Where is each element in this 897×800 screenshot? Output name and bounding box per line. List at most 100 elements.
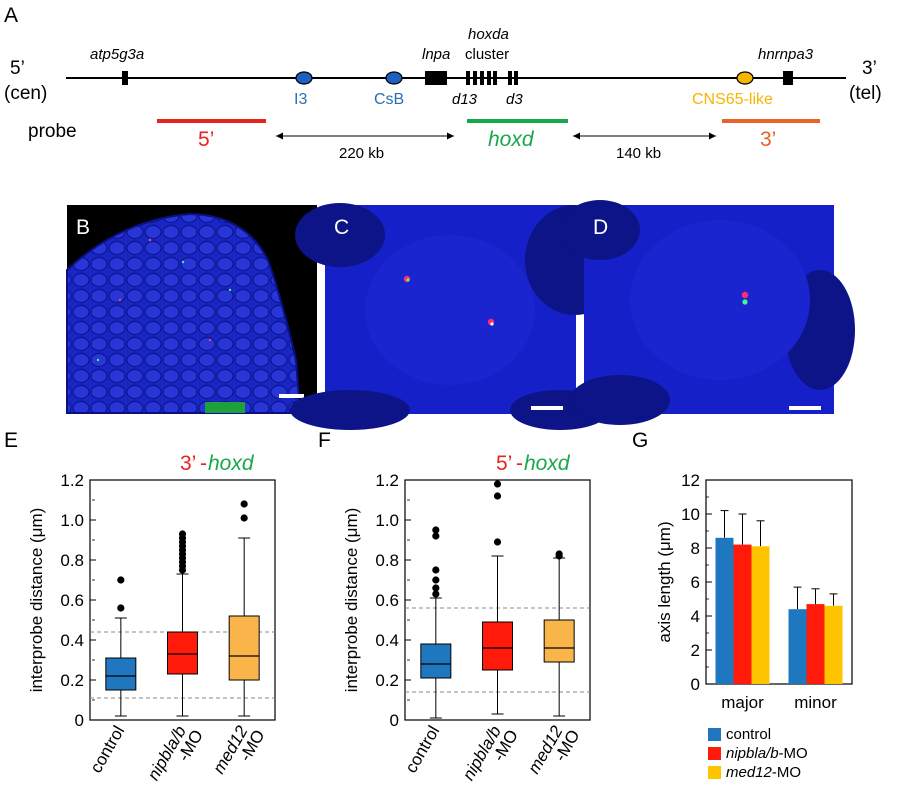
category-label: control xyxy=(401,723,443,777)
y-tick-label: 0.8 xyxy=(60,551,84,570)
element-i3-mark xyxy=(295,71,313,85)
outlier-point xyxy=(493,538,502,546)
gene-hnrnpa3-mark xyxy=(783,71,793,85)
element-cns65-mark xyxy=(736,71,754,85)
outlier-point xyxy=(432,526,440,534)
outlier-point xyxy=(178,530,187,538)
y-axis-label: interprobe distance (μm) xyxy=(27,508,46,693)
chart-title-left: 5’ xyxy=(496,452,512,475)
legend-plain-part: -MO xyxy=(779,745,808,762)
category-label: minor xyxy=(794,693,837,712)
distance-right-label: 140 kb xyxy=(616,145,661,162)
panel-letter-d: D xyxy=(593,216,608,239)
legend-swatch xyxy=(708,728,721,741)
y-axis-label: axis length (μm) xyxy=(655,521,674,642)
y-tick-label: 0.6 xyxy=(375,591,399,610)
y-tick-label: 1.2 xyxy=(375,471,399,490)
box-2 xyxy=(543,619,575,663)
y-tick-label: 0 xyxy=(691,675,700,694)
map-end-left-bottom: (cen) xyxy=(4,83,47,104)
y-tick-label: 0 xyxy=(390,711,399,730)
legend-italic-part: nipbla/b xyxy=(726,745,779,762)
map-end-left-top: 5’ xyxy=(10,58,25,79)
outlier-point xyxy=(432,532,440,540)
outlier-point xyxy=(240,500,248,508)
chart-title-sep: - xyxy=(516,452,523,475)
micrograph-d xyxy=(560,200,855,425)
y-tick-label: 1.0 xyxy=(375,511,399,530)
y-tick-label: 0.4 xyxy=(375,631,399,650)
chart-f-boxplot: 0 0.2 0.4 0.6 0.8 1.0 1.2 interprobe distance (… xyxy=(342,452,591,784)
y-tick-label: 12 xyxy=(681,471,700,490)
bar-major-2 xyxy=(751,546,770,684)
legend-italic-part: med12 xyxy=(726,764,773,781)
y-tick-label: 0.2 xyxy=(60,671,84,690)
gene-lnpa-mark xyxy=(425,71,447,85)
y-tick-label: 0 xyxy=(75,711,84,730)
y-axis-label: interprobe distance (μm) xyxy=(342,508,361,693)
outlier-point xyxy=(432,590,440,598)
y-tick-label: 10 xyxy=(681,505,700,524)
element-cns65-label: CNS65-like xyxy=(692,91,773,108)
y-tick-label: 8 xyxy=(691,539,700,558)
gene-hnrnpa3-label: hnrnpa3 xyxy=(758,46,814,63)
map-end-right-bottom: (tel) xyxy=(849,83,882,104)
panel-letter-a: A xyxy=(4,4,18,27)
micrograph-b xyxy=(66,205,317,414)
outlier-point xyxy=(432,576,440,584)
gene-atp5g3a-mark xyxy=(122,71,128,85)
probe-hoxd-label: hoxd xyxy=(488,128,535,151)
distance-left-label: 220 kb xyxy=(339,145,384,162)
outlier-point xyxy=(493,492,502,500)
y-tick-label: 4 xyxy=(691,607,700,626)
bar-major-1 xyxy=(733,544,752,684)
chart-g-barchart: 0 2 4 6 8 10 12 axis length (μm) major minor contr… xyxy=(655,471,853,781)
box-0 xyxy=(105,657,137,691)
box-1 xyxy=(482,621,513,671)
outlier-point xyxy=(555,550,563,558)
legend-entry: nipbla/b-MO xyxy=(726,745,808,762)
gene-hoxda-label: hoxda xyxy=(468,26,509,43)
gene-d13-label: d13 xyxy=(452,91,478,108)
probe-3-label: 3’ xyxy=(760,128,776,151)
outlier-point xyxy=(117,576,125,584)
chart-title-right: hoxd xyxy=(208,452,255,475)
distance-arrow-left xyxy=(276,132,454,140)
panel-letter-f: F xyxy=(318,429,331,452)
chart-e-boxplot: 0 0.2 0.4 0.6 0.8 1.0 1.2 interprobe distance (… xyxy=(27,452,276,784)
bar-major-0 xyxy=(715,537,734,684)
gene-d3-label: d3 xyxy=(506,91,523,108)
outlier-point xyxy=(432,566,440,574)
gene-atp5g3a-label: atp5g3a xyxy=(90,46,144,63)
y-tick-label: 1.2 xyxy=(60,471,84,490)
outlier-point xyxy=(240,514,248,522)
gene-cluster-label: cluster xyxy=(465,46,509,63)
panel-letter-b: B xyxy=(76,216,90,239)
y-tick-label: 1.0 xyxy=(60,511,84,530)
outlier-point xyxy=(432,584,440,592)
category-label: major xyxy=(721,693,764,712)
probe-row-label: probe xyxy=(28,121,77,142)
box-1 xyxy=(167,631,198,675)
y-tick-label: 6 xyxy=(691,573,700,592)
panel-letter-c: C xyxy=(334,216,349,239)
box-0 xyxy=(420,643,452,679)
distance-arrow-right xyxy=(573,132,716,140)
gene-lnpa-label: lnpa xyxy=(422,46,450,63)
bar-minor-2 xyxy=(824,605,843,684)
panel-letter-g: G xyxy=(632,429,648,452)
probe-5-label: 5’ xyxy=(198,128,214,151)
outlier-point xyxy=(493,480,502,488)
box-2 xyxy=(228,615,260,681)
chart-title-right: hoxd xyxy=(524,452,571,475)
y-tick-label: 0.8 xyxy=(375,551,399,570)
category-label: control xyxy=(86,723,128,777)
y-tick-label: 0.4 xyxy=(60,631,84,650)
element-csb-label: CsB xyxy=(374,91,404,108)
chart-title-sep: - xyxy=(200,452,207,475)
legend-plain-part: control xyxy=(726,726,771,743)
map-end-right-top: 3’ xyxy=(862,58,877,79)
legend-entry: control xyxy=(726,726,771,743)
panel-letter-e: E xyxy=(4,429,18,452)
